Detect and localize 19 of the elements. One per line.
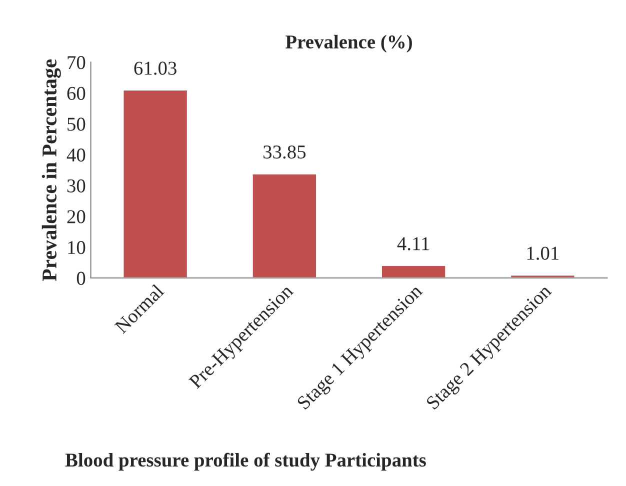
y-tick-label: 40 <box>66 148 86 162</box>
y-tick-label: 20 <box>67 210 86 224</box>
y-tick-label: 10 <box>68 240 86 254</box>
y-tick-label: 60 <box>67 86 86 100</box>
y-axis-title: Prevalence in Percentage <box>42 59 61 282</box>
y-tick-label: 30 <box>67 179 86 192</box>
y-tick-label: 50 <box>68 118 86 131</box>
bar <box>510 274 576 278</box>
y-tick-label: 70 <box>68 56 86 70</box>
data-label: 33.85 <box>263 145 306 159</box>
data-label: 1.01 <box>527 246 559 260</box>
y-tick-label: 0 <box>76 272 86 285</box>
bar <box>122 89 188 278</box>
bar <box>380 264 447 278</box>
data-label: 4.11 <box>397 237 430 250</box>
data-label: 61.03 <box>134 62 176 75</box>
x-axis-title: Blood pressure profile of study Participants <box>65 452 426 471</box>
chart-title: Prevalence (%) <box>286 34 412 52</box>
bar <box>251 172 318 278</box>
